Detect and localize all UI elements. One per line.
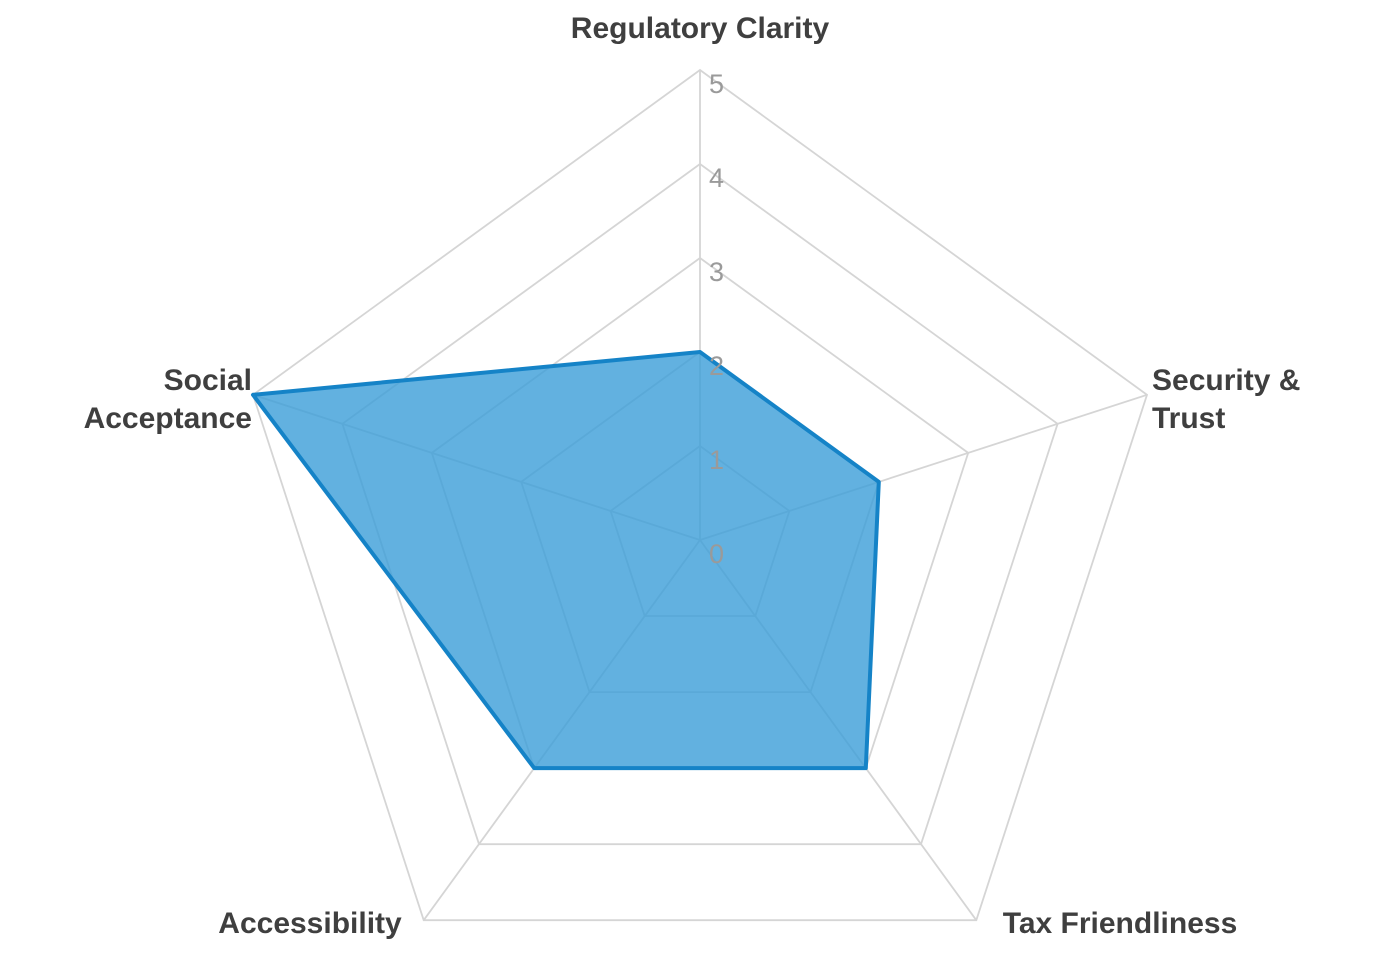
axis-label-social-acceptance: Social Acceptance xyxy=(83,364,252,435)
axis-label-regulatory-clarity: Regulatory Clarity xyxy=(570,12,830,45)
axis-label-tax-friendliness: Tax Friendliness xyxy=(1002,907,1238,940)
tick-label-2: 2 xyxy=(709,351,724,381)
data-polygon xyxy=(251,350,881,771)
tick-label-1: 1 xyxy=(709,445,724,475)
grid-ring-5 xyxy=(251,68,1149,922)
tick-label-0: 0 xyxy=(709,539,724,569)
axis-label-security-trust: Security & Trust xyxy=(1152,364,1301,435)
tick-label-3: 3 xyxy=(709,257,724,287)
tick-label-4: 4 xyxy=(709,163,724,193)
tick-label-5: 5 xyxy=(709,69,724,99)
axis-label-accessibility: Accessibility xyxy=(218,907,402,940)
tick-labels: 0 1 2 3 4 5 xyxy=(709,69,724,569)
